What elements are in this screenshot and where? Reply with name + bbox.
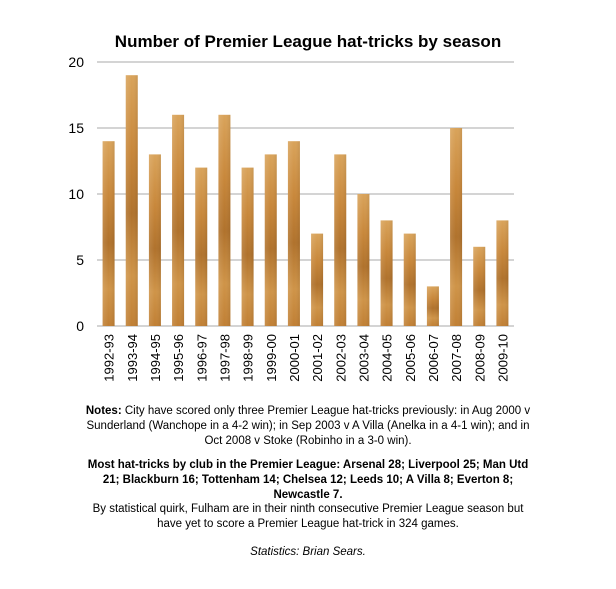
x-tick-label: 1994-95 [148, 334, 163, 382]
bar-shine [334, 154, 347, 326]
x-tick-label: 2003-04 [356, 334, 371, 382]
bar-shine [311, 233, 324, 326]
bar-shine [403, 233, 416, 326]
x-tick-label: 2001-02 [310, 334, 325, 382]
quirk-paragraph: By statistical quirk, Fulham are in thei… [92, 503, 524, 530]
y-tick-label: 20 [68, 54, 84, 70]
x-tick-label: 1997-98 [217, 334, 232, 382]
y-tick-label: 10 [68, 186, 84, 202]
bars [102, 75, 509, 326]
x-tick-label: 2000-01 [287, 334, 302, 382]
x-tick-label: 1993-94 [125, 334, 140, 382]
x-axis-ticks: 1992-93 1993-94 1994-95 1995-96 1996-97 1997-… [102, 334, 511, 382]
bar-shine [125, 75, 138, 326]
bar-shine [102, 141, 115, 326]
bar-shine [218, 114, 231, 326]
x-tick-label: 1999-00 [264, 334, 279, 382]
bar-shine [287, 141, 300, 326]
x-tick-label: 1995-96 [171, 334, 186, 382]
bar-shine [195, 167, 208, 326]
bar-shine [380, 220, 393, 326]
x-tick-label: 2004-05 [380, 334, 395, 382]
x-tick-label: 2005-06 [403, 334, 418, 382]
x-tick-label: 2006-07 [426, 334, 441, 382]
x-tick-label: 1998-99 [241, 334, 256, 382]
x-tick-label: 2009-10 [495, 334, 510, 382]
bar-shine [357, 194, 370, 326]
bar-shine [172, 114, 185, 326]
chart-title: Number of Premier League hat-tricks by s… [114, 32, 502, 51]
notes-label: Notes: [85, 405, 122, 417]
bar-shine [450, 128, 463, 326]
bar-shine [473, 246, 486, 326]
x-tick-label: 2007-08 [449, 334, 464, 382]
bar-shine [426, 286, 439, 326]
x-tick-label: 1992-93 [102, 334, 117, 382]
x-tick-label: 2008-09 [472, 334, 487, 382]
notes-paragraph: Notes: City have scored only three Premi… [80, 404, 536, 449]
gridlines [97, 61, 514, 327]
y-tick-label: 15 [68, 120, 84, 136]
notes-text: City have scored only three Premier Leag… [86, 405, 531, 447]
y-tick-label: 0 [76, 318, 84, 334]
y-axis-ticks: 0 5 10 15 20 [68, 54, 84, 334]
x-tick-label: 1996-97 [194, 334, 209, 382]
bar-shine [496, 220, 509, 326]
clubs-paragraph: Most hat-tricks by club in the Premier L… [87, 459, 529, 501]
bar-shine [148, 154, 161, 326]
bar-shine [241, 167, 254, 326]
credit-paragraph: Statistics: Brian Sears. [250, 546, 366, 558]
x-tick-label: 2002-03 [333, 334, 348, 382]
y-tick-label: 5 [76, 252, 84, 268]
bar-shine [264, 154, 277, 326]
